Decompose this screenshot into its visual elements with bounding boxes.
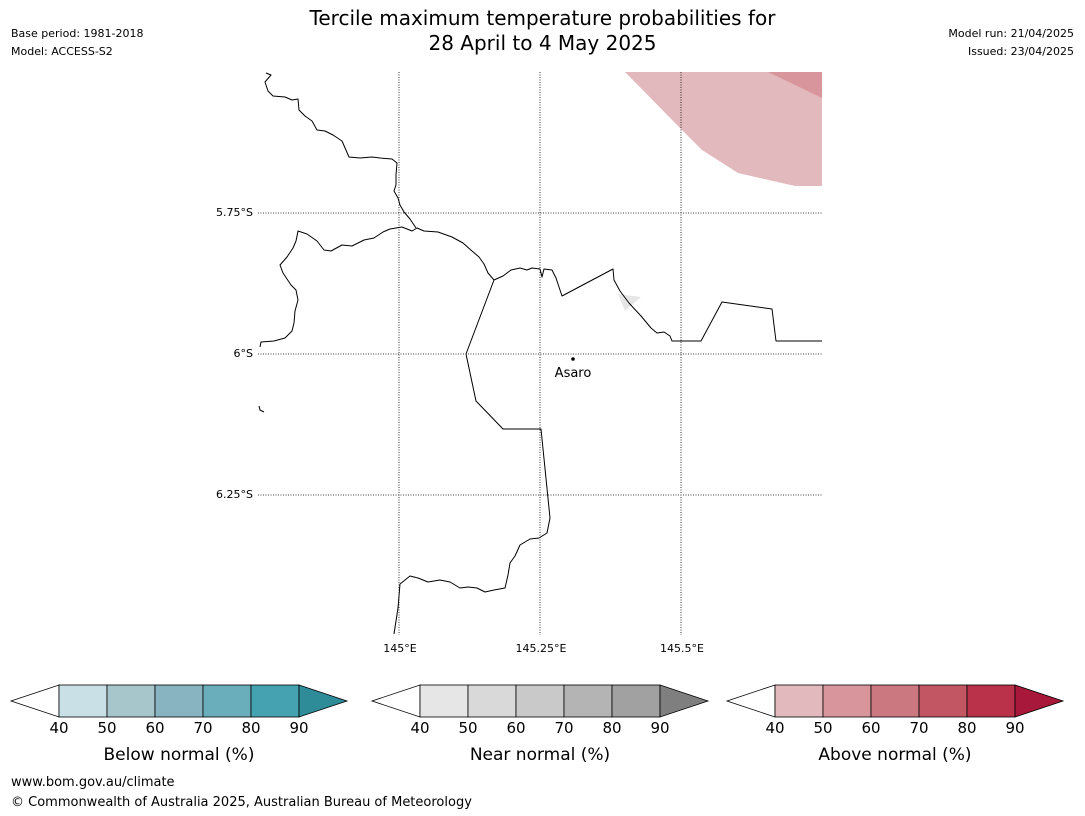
colorbar-near-over-extension — [659, 684, 710, 718]
title-line-2: 28 April to 4 May 2025 — [428, 31, 657, 55]
asaro-label: Asaro — [555, 366, 592, 381]
above-normal-40-50-region — [625, 72, 822, 186]
colorbar-above-segment-60 — [870, 684, 920, 718]
colorbar-above-segment-50 — [822, 684, 872, 718]
model-run-text: Model run: 21/04/2025 — [948, 27, 1074, 40]
colorbar-above-segment-70 — [918, 684, 968, 718]
header-left: Base period: 1981-2018 Model: ACCESS-S2 — [11, 25, 143, 61]
below-normal-title: Below normal (%) — [103, 745, 255, 765]
boundary-west-ridge — [259, 226, 495, 348]
title-line-1: Tercile maximum temperature probabilitie… — [309, 6, 776, 30]
colorbar-near-tick-80: 80 — [602, 719, 622, 737]
colorbar-below-normal — [9, 684, 349, 718]
colorbar-above-tick-60: 60 — [861, 719, 881, 737]
province-boundaries — [258, 72, 822, 635]
colorbar-above-over-extension — [1014, 684, 1065, 718]
near-normal-40-50-region — [618, 294, 641, 311]
colorbar-near-segment-70 — [563, 684, 613, 718]
colorbar-below-tick-90: 90 — [289, 719, 309, 737]
colorbar-above-segment-40 — [774, 684, 824, 718]
colorbar-below-tick-40: 40 — [49, 719, 69, 737]
colorbars-graphic — [9, 684, 1065, 718]
colorbar-below-tick-50: 50 — [97, 719, 117, 737]
colorbar-near-tick-40: 40 — [410, 719, 430, 737]
colorbar-below-tick-70: 70 — [193, 719, 213, 737]
colorbar-above-tick-90: 90 — [1005, 719, 1025, 737]
colorbar-above-under-extension — [725, 684, 776, 718]
colorbar-below-segment-40 — [58, 684, 108, 718]
header-right: Model run: 21/04/2025 Issued: 23/04/2025 — [948, 25, 1074, 61]
colorbar-near-tick-60: 60 — [506, 719, 526, 737]
issued-text: Issued: 23/04/2025 — [967, 45, 1074, 58]
above-normal-title: Above normal (%) — [818, 745, 972, 765]
footer: www.bom.gov.au/climate © Commonwealth of… — [11, 773, 472, 813]
lon-label-145: 145°E — [383, 642, 417, 655]
base-period-text: Base period: 1981-2018 — [11, 27, 144, 40]
colorbar-below-under-extension — [9, 684, 60, 718]
colorbar-above-tick-80: 80 — [957, 719, 977, 737]
colorbar-near-tick-70: 70 — [554, 719, 574, 737]
lon-label-145-25: 145.25°E — [515, 642, 567, 655]
colorbar-near-segment-60 — [515, 684, 565, 718]
lon-label-145-5: 145.5°E — [660, 642, 704, 655]
near-normal-title: Near normal (%) — [469, 745, 611, 765]
model-text: Model: ACCESS-S2 — [11, 45, 113, 58]
colorbar-above-tick-50: 50 — [813, 719, 833, 737]
boundary-north-east — [493, 267, 822, 342]
above-normal-50-60-region — [768, 72, 822, 98]
lat-label-6-25: 6.25°S — [216, 488, 253, 501]
colorbar-below-segment-50 — [106, 684, 156, 718]
colorbar-below-segment-80 — [250, 684, 300, 718]
colorbar-below-segment-60 — [154, 684, 204, 718]
colorbar-near-segment-80 — [611, 684, 661, 718]
colorbar-below-over-extension — [298, 684, 349, 718]
colorbar-near-under-extension — [370, 684, 421, 718]
colorbar-above-segment-80 — [966, 684, 1016, 718]
footer-copyright: © Commonwealth of Australia 2025, Austra… — [11, 795, 472, 810]
boundary-west-stub — [258, 405, 265, 413]
colorbar-near-normal — [370, 684, 710, 718]
boundary-north-river — [264, 72, 417, 229]
colorbar-near-segment-50 — [467, 684, 517, 718]
colorbar-near-tick-50: 50 — [458, 719, 478, 737]
asaro-marker — [571, 357, 575, 361]
boundary-south — [393, 279, 551, 635]
lat-label-5-75: 5.75°S — [216, 206, 253, 219]
colorbar-below-tick-60: 60 — [145, 719, 165, 737]
footer-url: www.bom.gov.au/climate — [11, 775, 175, 790]
colorbar-below-segment-70 — [202, 684, 252, 718]
colorbar-above-normal — [725, 684, 1065, 718]
lat-label-6: 6°S — [233, 347, 253, 360]
colorbar-near-tick-90: 90 — [650, 719, 670, 737]
colorbar-below-tick-80: 80 — [241, 719, 261, 737]
chart-title: Tercile maximum temperature probabilitie… — [0, 6, 1085, 56]
colorbar-above-tick-70: 70 — [909, 719, 929, 737]
graticule — [258, 72, 822, 635]
colorbar-above-tick-40: 40 — [765, 719, 785, 737]
colorbar-near-segment-40 — [419, 684, 469, 718]
